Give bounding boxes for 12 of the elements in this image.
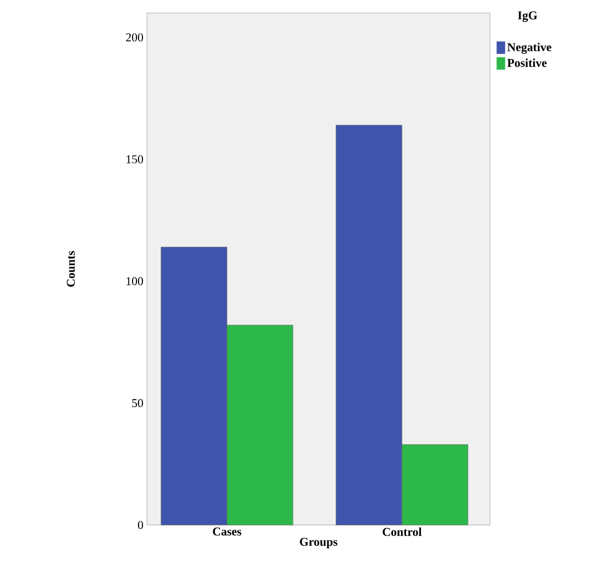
x-tick-label: Cases [212,528,242,536]
y-tick-label: 50 [132,399,144,408]
x-tick-label: Control [382,528,422,536]
y-tick-label: 150 [126,155,144,164]
legend-title: IgG [518,11,538,22]
y-tick-label: 200 [126,33,144,42]
legend-label: Negative [507,42,552,54]
x-axis-title: Groups [300,538,338,548]
legend-label: Positive [507,58,547,67]
y-tick-label: 0 [138,520,144,530]
y-tick-label: 100 [126,277,144,286]
y-axis-title: Counts [66,251,75,287]
